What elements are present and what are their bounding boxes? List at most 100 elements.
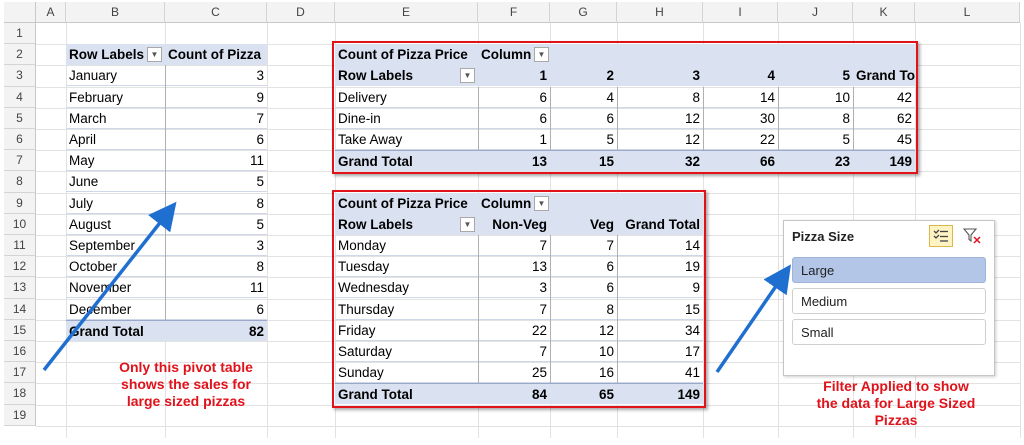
pivot3-cell[interactable]: 12 (550, 320, 617, 341)
pivot2-cell[interactable]: 62 (853, 108, 915, 129)
pivot2-total-cell[interactable]: 66 (703, 150, 778, 172)
pivot3-cell[interactable]: 19 (617, 256, 703, 278)
pivot3-row-label[interactable]: Tuesday (335, 256, 478, 278)
pivot2-cell[interactable]: 4 (550, 87, 617, 108)
pivot2-cell[interactable]: 5 (550, 129, 617, 150)
pivot2-cell[interactable]: 6 (550, 108, 617, 129)
pivot3-cell[interactable]: 3 (478, 277, 550, 299)
pivot2-col-header[interactable]: 5 (778, 65, 853, 87)
row-header-16[interactable]: 16 (4, 341, 36, 363)
pivot2-cell[interactable]: 12 (617, 108, 703, 129)
pivot3-row-label[interactable]: Sunday (335, 362, 478, 384)
column-header-c[interactable]: C (165, 2, 267, 23)
row-header-5[interactable]: 5 (4, 107, 36, 129)
pivot1-row-value[interactable]: 9 (165, 87, 267, 108)
pivot2-total-cell[interactable]: 149 (853, 150, 915, 172)
slicer-item-small[interactable]: Small (792, 319, 986, 345)
row-header-13[interactable]: 13 (4, 277, 36, 299)
pivot2-cell[interactable]: 22 (703, 129, 778, 150)
pivot3-col-header[interactable]: Veg (550, 213, 617, 235)
column-header-a[interactable]: A (36, 2, 66, 23)
pivot2-col-header[interactable]: 4 (703, 65, 778, 87)
pivot3-total-cell[interactable]: 84 (478, 383, 550, 405)
pivot2-row-label[interactable]: Dine-in (335, 108, 478, 129)
pivot3-cell[interactable]: 17 (617, 341, 703, 362)
pivot2-cell[interactable]: 14 (703, 87, 778, 108)
pivot3-cell[interactable]: 16 (550, 362, 617, 384)
pivot3-cell[interactable]: 7 (478, 235, 550, 256)
pivot3-column-dropdown[interactable]: ▼ (534, 195, 549, 211)
row-header-12[interactable]: 12 (4, 256, 36, 278)
pivot2-total-cell[interactable]: 13 (478, 150, 550, 172)
pivot3-row-label[interactable]: Monday (335, 235, 478, 256)
pivot2-cell[interactable]: 8 (778, 108, 853, 129)
pivot3-total-label[interactable]: Grand Total (335, 383, 478, 405)
row-header-2[interactable]: 2 (4, 44, 36, 66)
pivot1-row-value[interactable]: 5 (165, 214, 267, 235)
pivot3-row-label[interactable]: Thursday (335, 299, 478, 320)
column-header-k[interactable]: K (853, 2, 915, 23)
pivot2-col-header[interactable]: 1 (478, 65, 550, 87)
pivot2-cell[interactable]: 45 (853, 129, 915, 150)
pivot1-row-label[interactable]: November (66, 277, 165, 299)
pivot3-title[interactable]: Count of Pizza Price (335, 192, 478, 214)
pivot2-cell[interactable]: 1 (478, 129, 550, 150)
pivot1-row-label[interactable]: February (66, 87, 165, 108)
pivot3-row-labels-header[interactable]: Row Labels (335, 213, 478, 235)
pivot1-row-label[interactable]: March (66, 108, 165, 129)
column-header-l[interactable]: L (915, 2, 1020, 23)
pivot3-cell[interactable]: 6 (550, 256, 617, 278)
pivot2-col-header[interactable]: 3 (617, 65, 703, 87)
pivot1-row-labels-header[interactable]: Row Labels (66, 44, 165, 66)
select-all-corner[interactable] (4, 2, 36, 23)
pivot2-total-label[interactable]: Grand Total (335, 150, 478, 172)
row-header-3[interactable]: 3 (4, 65, 36, 87)
pivot2-cell[interactable]: 6 (478, 108, 550, 129)
pivot1-row-label[interactable]: June (66, 171, 165, 193)
pivot3-cell[interactable]: 34 (617, 320, 703, 341)
pivot1-row-value[interactable]: 3 (165, 235, 267, 256)
pivot3-cell[interactable]: 9 (617, 277, 703, 299)
pivot1-row-label[interactable]: July (66, 193, 165, 214)
pivot1-row-value[interactable]: 5 (165, 171, 267, 193)
row-header-1[interactable]: 1 (4, 23, 36, 45)
pivot2-col-header[interactable]: 2 (550, 65, 617, 87)
pivot1-row-label[interactable]: April (66, 129, 165, 150)
pivot1-row-value[interactable]: 11 (165, 277, 267, 299)
pivot3-col-header[interactable]: Grand Total (617, 213, 703, 235)
pivot2-row-label[interactable]: Take Away (335, 129, 478, 150)
pivot2-total-cell[interactable]: 32 (617, 150, 703, 172)
pivot1-row-value[interactable]: 6 (165, 129, 267, 150)
pivot3-cell[interactable]: 10 (550, 341, 617, 362)
multi-select-icon[interactable] (929, 225, 953, 247)
pivot3-cell[interactable]: 14 (617, 235, 703, 256)
pivot3-col-header[interactable]: Non-Veg (478, 213, 550, 235)
row-header-19[interactable]: 19 (4, 404, 36, 426)
pivot3-cell[interactable]: 15 (617, 299, 703, 320)
column-header-j[interactable]: J (778, 2, 853, 23)
column-header-h[interactable]: H (617, 2, 703, 23)
pivot1-row-value[interactable]: 7 (165, 108, 267, 129)
row-header-18[interactable]: 18 (4, 383, 36, 405)
pivot1-filter-dropdown[interactable]: ▼ (147, 47, 162, 63)
pivot3-cell[interactable]: 6 (550, 277, 617, 299)
pivot2-total-cell[interactable]: 15 (550, 150, 617, 172)
pivot3-cell[interactable]: 7 (550, 235, 617, 256)
row-header-14[interactable]: 14 (4, 298, 36, 320)
row-header-15[interactable]: 15 (4, 319, 36, 341)
pivot1-row-value[interactable]: 8 (165, 193, 267, 214)
pivot1-row-label[interactable]: September (66, 235, 165, 256)
column-header-g[interactable]: G (550, 2, 617, 23)
pivot2-title[interactable]: Count of Pizza Price (335, 44, 478, 66)
pivot2-row-labels-header[interactable]: Row Labels (335, 65, 478, 87)
pivot3-cell[interactable]: 41 (617, 362, 703, 384)
pivot2-cell[interactable]: 12 (617, 129, 703, 150)
pivot1-total-label[interactable]: Grand Total (66, 319, 165, 341)
pivot2-cell[interactable]: 6 (478, 87, 550, 108)
column-header-d[interactable]: D (267, 2, 335, 23)
pivot3-row-label[interactable]: Saturday (335, 341, 478, 362)
pivot2-row-label[interactable]: Delivery (335, 87, 478, 108)
row-header-17[interactable]: 17 (4, 362, 36, 384)
pivot3-cell[interactable]: 7 (478, 299, 550, 320)
pivot3-cell[interactable]: 22 (478, 320, 550, 341)
